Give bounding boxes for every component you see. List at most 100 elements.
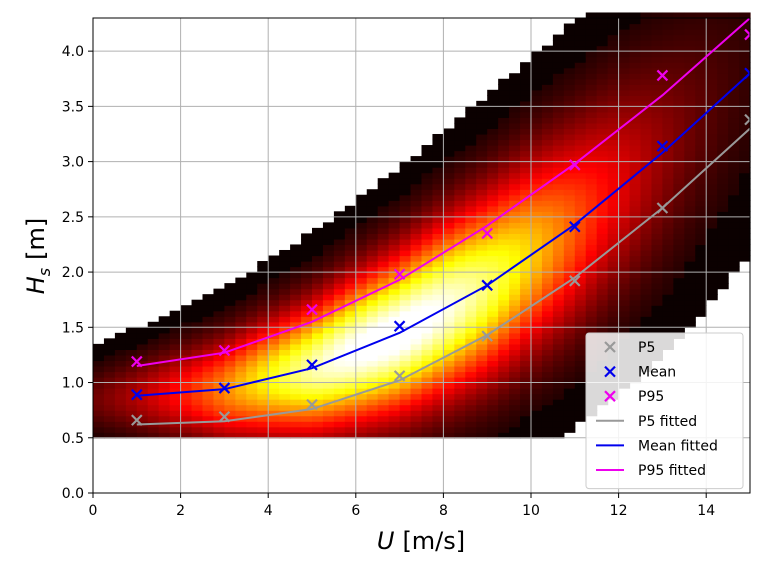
- heatmap-cell: [410, 338, 423, 345]
- y-axis-ticks: 0.00.51.01.52.02.53.03.54.0: [62, 44, 93, 502]
- heatmap-cell: [695, 100, 707, 107]
- heatmap-cell: [673, 145, 685, 152]
- heatmap-cell: [706, 156, 718, 163]
- heatmap-cell: [125, 360, 138, 367]
- heatmap-cell: [520, 183, 532, 190]
- heatmap-cell: [706, 183, 718, 190]
- heatmap-cell: [454, 216, 466, 223]
- heatmap-cell: [476, 205, 488, 212]
- heatmap-cell: [290, 426, 302, 433]
- heatmap-cell: [629, 84, 642, 91]
- heatmap-cell: [322, 432, 335, 439]
- heatmap-cell: [410, 172, 423, 179]
- heatmap-cell: [465, 421, 477, 428]
- heatmap-cell: [224, 360, 236, 367]
- heatmap-cell: [585, 321, 598, 328]
- heatmap-cell: [640, 150, 653, 157]
- heatmap-cell: [596, 111, 609, 119]
- heatmap-cell: [607, 95, 620, 102]
- heatmap-cell: [563, 150, 576, 157]
- heatmap-cell: [114, 377, 127, 384]
- heatmap-cell: [640, 89, 653, 96]
- heatmap-cell: [213, 415, 225, 422]
- heatmap-cell: [717, 29, 729, 36]
- heatmap-cell: [399, 183, 412, 190]
- heatmap-cell: [443, 211, 455, 218]
- heatmap-cell: [202, 332, 215, 339]
- heatmap-cell: [465, 200, 477, 207]
- heatmap-cell: [520, 310, 532, 317]
- heatmap-cell: [695, 150, 707, 157]
- mean-marker-stroke: [306, 359, 318, 371]
- heatmap-cell: [180, 332, 193, 339]
- p5-marker-stroke: [656, 202, 669, 214]
- heatmap-cell: [465, 343, 477, 350]
- heatmap-cell: [520, 189, 532, 196]
- heatmap-cell: [695, 310, 707, 317]
- heatmap-cell: [399, 200, 412, 207]
- heatmap-cell: [213, 310, 225, 317]
- heatmap-cell: [552, 415, 565, 422]
- heatmap-cell: [509, 421, 521, 428]
- heatmap-cell: [509, 288, 521, 295]
- heatmap-cell: [279, 388, 291, 395]
- heatmap-cell: [443, 393, 455, 400]
- heatmap-cell: [246, 410, 258, 417]
- heatmap-cell: [662, 316, 674, 323]
- heatmap-cell: [224, 354, 236, 362]
- heatmap-cell: [180, 371, 193, 378]
- heatmap-cell: [257, 415, 269, 422]
- heatmap-cell: [454, 310, 466, 317]
- heatmap-cell: [224, 365, 236, 373]
- heatmap-cell: [443, 272, 455, 279]
- heatmap-cell: [574, 62, 587, 69]
- heatmap-cell: [552, 299, 565, 306]
- heatmap-cell: [673, 128, 685, 135]
- heatmap-cell: [114, 415, 127, 422]
- heatmap-cell: [531, 100, 543, 107]
- heatmap-cell: [607, 222, 620, 229]
- heatmap-cell: [607, 211, 620, 218]
- heatmap-cell: [520, 393, 532, 400]
- heatmap-cell: [191, 332, 204, 339]
- heatmap-cell: [476, 233, 488, 240]
- heatmap-cell: [421, 399, 434, 406]
- heatmap-cell: [465, 365, 477, 373]
- heatmap-cell: [541, 338, 554, 345]
- heatmap-cell: [498, 133, 510, 141]
- heatmap-cell: [498, 139, 510, 146]
- heatmap-cell: [268, 388, 280, 395]
- heatmap-cell: [520, 62, 532, 69]
- heatmap-cell: [279, 349, 291, 356]
- heatmap-cell: [388, 349, 401, 356]
- heatmap-cell: [541, 161, 554, 168]
- heatmap-cell: [235, 404, 247, 411]
- y-tick-label: 4.0: [62, 44, 84, 60]
- mean-marker-stroke: [656, 140, 669, 152]
- legend-swatch-stroke: [604, 341, 616, 353]
- heatmap-cell: [739, 133, 751, 141]
- heatmap-cell: [410, 310, 423, 317]
- heatmap-cell: [103, 349, 116, 356]
- heatmap-cell: [224, 283, 236, 290]
- heatmap-cell: [388, 338, 401, 345]
- heatmap-cell: [432, 294, 444, 301]
- heatmap-cell: [432, 310, 444, 317]
- legend-p95-swatch: [604, 390, 616, 402]
- heatmap-cell: [301, 338, 313, 345]
- heatmap-cell: [257, 421, 269, 428]
- heatmap-cell: [640, 172, 653, 179]
- heatmap-cell: [366, 294, 379, 301]
- heatmap-cell: [301, 432, 313, 439]
- heatmap-cell: [563, 89, 576, 96]
- heatmap-cell: [673, 139, 685, 146]
- heatmap-cell: [574, 360, 587, 367]
- heatmap-cell: [344, 382, 357, 389]
- p95-marker-stroke: [306, 303, 318, 316]
- heatmap-cell: [695, 222, 707, 229]
- heatmap-cell: [333, 327, 346, 334]
- heatmap-cell: [520, 349, 532, 356]
- heatmap-cell: [706, 73, 718, 80]
- heatmap-cell: [322, 399, 335, 406]
- heatmap-cell: [103, 365, 116, 373]
